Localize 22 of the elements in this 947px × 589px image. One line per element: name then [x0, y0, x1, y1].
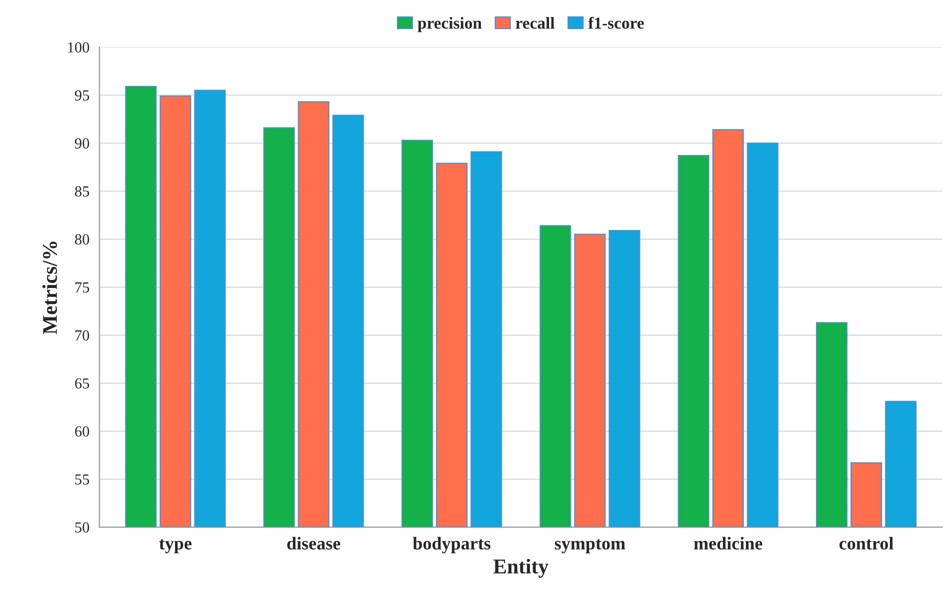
legend-label: precision [418, 17, 482, 32]
y-tick-label: 85 [75, 186, 90, 197]
x-tick-label: medicine [694, 536, 762, 550]
y-tick-label: 60 [75, 426, 90, 437]
y-tick-label: 70 [75, 330, 90, 341]
x-axis-title: Entity [493, 558, 548, 578]
x-tick-label: symptom [554, 539, 626, 554]
x-tick-label: type [159, 539, 192, 554]
y-axis-title: Metrics/% [42, 242, 58, 334]
x-tick-label: bodyparts [412, 536, 490, 554]
y-tick-label: 75 [75, 282, 90, 293]
y-tick-label: 95 [74, 90, 90, 101]
y-tick-label: 55 [75, 474, 90, 485]
y-tick-label: 65 [75, 378, 90, 389]
legend-label: f1-score [588, 16, 644, 29]
x-tick-label: control [839, 536, 894, 550]
y-tick-label: 100 [68, 42, 90, 53]
y-tick-label: 90 [74, 138, 90, 149]
x-tick-label: disease [287, 536, 340, 550]
y-tick-label: 80 [75, 234, 90, 245]
legend-label: recall [516, 17, 554, 29]
y-tick-label: 50 [75, 522, 90, 533]
